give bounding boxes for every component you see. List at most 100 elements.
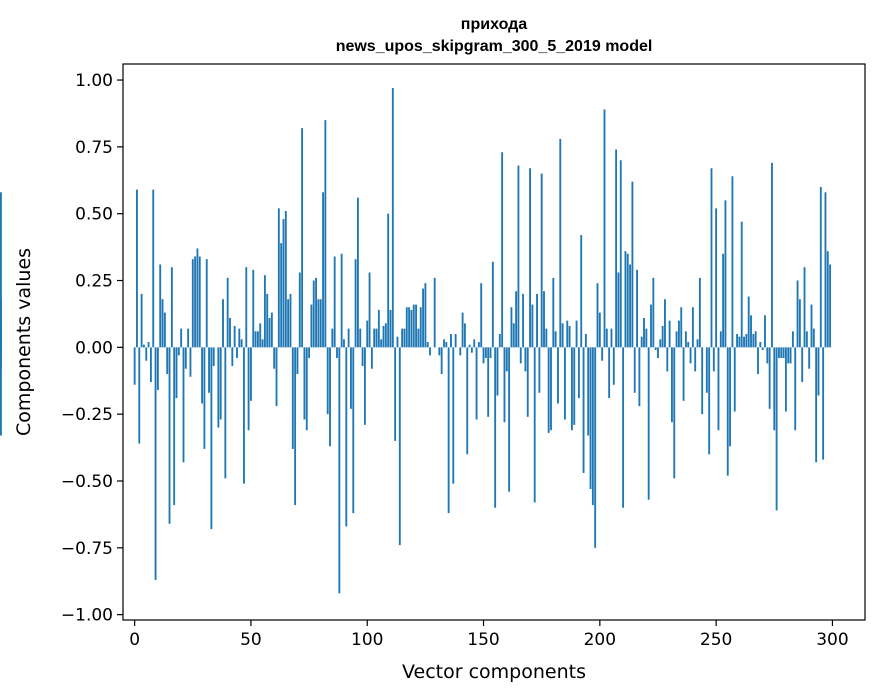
bar bbox=[380, 339, 383, 348]
bar bbox=[210, 347, 213, 530]
bar bbox=[447, 347, 450, 514]
bar bbox=[203, 347, 206, 449]
bar bbox=[415, 304, 418, 348]
bar bbox=[587, 347, 590, 436]
bar bbox=[610, 328, 613, 348]
bar bbox=[724, 200, 727, 348]
bar bbox=[417, 328, 420, 348]
bar bbox=[652, 277, 655, 348]
bar bbox=[384, 323, 387, 348]
bar bbox=[387, 213, 390, 348]
bar bbox=[712, 347, 715, 372]
bar bbox=[331, 328, 334, 348]
bar bbox=[603, 109, 606, 348]
bar bbox=[468, 344, 471, 348]
bar bbox=[508, 347, 511, 492]
bar bbox=[438, 347, 441, 356]
x-tick-label: 150 bbox=[467, 630, 499, 650]
bar bbox=[477, 342, 480, 348]
bar bbox=[559, 138, 562, 348]
bar bbox=[570, 347, 573, 431]
bar bbox=[759, 342, 762, 348]
bar bbox=[761, 347, 764, 351]
bar bbox=[450, 333, 452, 348]
bar bbox=[717, 347, 720, 431]
bar bbox=[359, 328, 362, 348]
bar bbox=[784, 347, 787, 412]
bar bbox=[336, 347, 338, 359]
bar bbox=[826, 251, 829, 348]
bar bbox=[789, 347, 792, 364]
y-tick-label: −1.00 bbox=[61, 606, 113, 626]
bar bbox=[405, 307, 408, 348]
bar bbox=[687, 342, 690, 348]
bar bbox=[329, 347, 331, 447]
bar bbox=[233, 325, 236, 348]
bar bbox=[554, 331, 557, 348]
bar bbox=[375, 328, 378, 348]
bar bbox=[515, 291, 518, 348]
bar bbox=[373, 328, 376, 348]
bar bbox=[219, 347, 222, 420]
bar bbox=[689, 347, 692, 364]
bar bbox=[489, 347, 492, 359]
bar bbox=[312, 280, 315, 348]
bar bbox=[268, 317, 271, 348]
x-tick-label: 100 bbox=[351, 630, 383, 650]
bar bbox=[550, 347, 552, 431]
y-axis-ticks: 1.00 0.75 0.50 0.25 0.00 −0.25 −0.50 −0.75 −1.00 bbox=[61, 71, 123, 626]
x-tick-label: 200 bbox=[584, 630, 616, 650]
x-axis-label: Vector components bbox=[402, 661, 586, 683]
bar bbox=[691, 307, 694, 348]
bar bbox=[152, 189, 155, 348]
bar bbox=[568, 325, 571, 348]
bar bbox=[224, 347, 227, 479]
bar bbox=[536, 293, 538, 348]
bar bbox=[589, 347, 592, 490]
bar bbox=[519, 347, 522, 364]
bar bbox=[266, 293, 269, 348]
bar bbox=[710, 168, 713, 348]
bar bbox=[673, 347, 676, 479]
bar bbox=[822, 347, 825, 460]
bar bbox=[517, 165, 520, 348]
bar bbox=[803, 267, 806, 348]
bar bbox=[657, 347, 659, 359]
y-tick-label: 1.00 bbox=[75, 71, 113, 91]
bar bbox=[343, 339, 345, 348]
bar bbox=[143, 344, 145, 348]
bar bbox=[303, 347, 306, 420]
bar bbox=[275, 347, 278, 407]
bar bbox=[768, 347, 771, 409]
bar bbox=[510, 307, 513, 348]
bar bbox=[396, 336, 399, 348]
bar bbox=[524, 347, 527, 372]
bar bbox=[201, 347, 204, 404]
bar bbox=[189, 347, 192, 377]
y-tick-label: 0.00 bbox=[75, 338, 113, 358]
bar bbox=[261, 339, 264, 348]
bar bbox=[473, 339, 476, 348]
bar bbox=[812, 328, 815, 348]
bar bbox=[666, 347, 669, 372]
bar bbox=[412, 304, 415, 348]
bar bbox=[247, 347, 250, 431]
bar bbox=[136, 189, 138, 348]
bar bbox=[426, 342, 429, 348]
bar bbox=[573, 347, 576, 425]
bar bbox=[582, 347, 585, 473]
bar bbox=[338, 347, 341, 594]
bar bbox=[747, 296, 750, 348]
bar bbox=[154, 347, 157, 580]
bar bbox=[482, 347, 485, 364]
bar bbox=[694, 347, 697, 372]
bar bbox=[280, 243, 283, 348]
bar bbox=[608, 347, 611, 399]
bar bbox=[208, 347, 210, 393]
bar bbox=[361, 347, 364, 367]
bar bbox=[775, 347, 778, 511]
bar bbox=[333, 256, 336, 348]
bar bbox=[459, 347, 462, 356]
bar bbox=[133, 347, 136, 385]
bar bbox=[773, 347, 776, 431]
